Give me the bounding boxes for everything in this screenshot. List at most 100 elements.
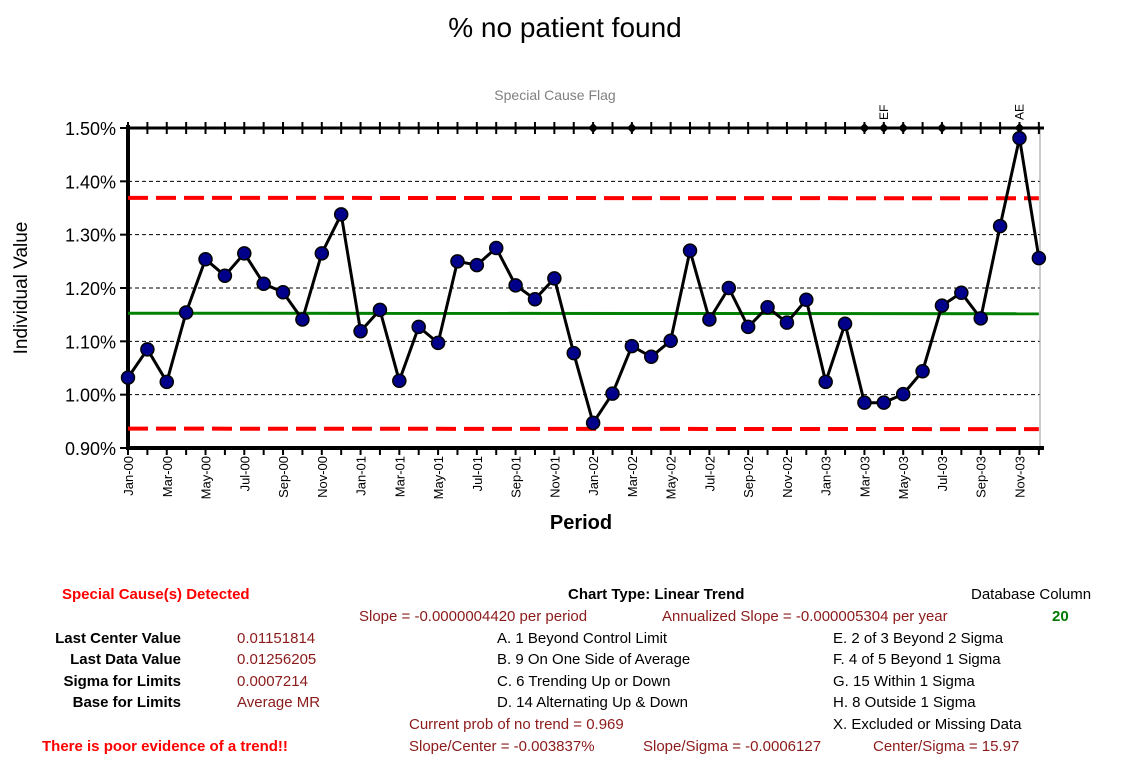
- x-tick-label: Jan-02: [586, 456, 601, 496]
- data-point: [488, 240, 504, 256]
- x-tick-label: May-00: [199, 456, 214, 499]
- data-point: [702, 312, 717, 327]
- slope-text: Slope = -0.0000004420 per period: [359, 608, 588, 625]
- data-point: [1012, 130, 1027, 146]
- flag-annotation: AE: [1012, 104, 1026, 120]
- data-point: [895, 386, 911, 402]
- data-point: [876, 395, 892, 410]
- last-data-value: 0.01256205: [237, 651, 317, 668]
- x-tick-label: Mar-00: [160, 456, 175, 497]
- center-sigma: Center/Sigma = 15.97: [873, 738, 1020, 755]
- x-tick-label: Jul-00: [237, 456, 252, 491]
- x-tick-label: May-02: [664, 456, 679, 499]
- data-point: [818, 374, 833, 390]
- data-point: [992, 218, 1008, 234]
- x-tick-label: Jan-00: [121, 456, 136, 496]
- sigma-value: 0.0007214: [237, 673, 308, 690]
- database-column-value: 20: [1052, 608, 1069, 625]
- flag-marker: [936, 123, 947, 133]
- data-point: [760, 299, 775, 315]
- data-point: [740, 319, 756, 335]
- data-point: [237, 246, 252, 261]
- x-tick-label: Mar-02: [625, 456, 640, 497]
- x-tick-label: Nov-03: [1012, 456, 1027, 498]
- data-point: [314, 246, 330, 261]
- y-tick-label: 1.10%: [65, 332, 116, 352]
- data-point: [721, 280, 737, 296]
- data-point: [799, 292, 814, 307]
- sigma-label: Sigma for Limits: [63, 673, 181, 690]
- base-limits-value: Average MR: [237, 694, 321, 711]
- data-point: [333, 207, 349, 222]
- annualized-slope-text: Annualized Slope = -0.000005304 per year: [662, 608, 948, 625]
- rule-h: H. 8 Outside 1 Sigma: [833, 694, 976, 711]
- flag-marker: [626, 123, 637, 133]
- data-point: [644, 349, 659, 365]
- x-tick-label: Sep-02: [741, 456, 756, 498]
- flag-marker: [859, 123, 870, 133]
- rule-g: G. 15 Within 1 Sigma: [833, 673, 975, 690]
- data-point: [1031, 250, 1047, 266]
- chart-type: Chart Type: Linear Trend: [568, 586, 745, 603]
- data-point: [605, 386, 620, 401]
- x-tick-label: Sep-00: [276, 456, 291, 498]
- rule-b: B. 9 On One Side of Average: [497, 651, 691, 668]
- y-tick-label: 1.30%: [65, 226, 116, 246]
- y-tick-label: 0.90%: [65, 439, 116, 459]
- flag-marker: [588, 123, 599, 133]
- flag-annotation: EF: [877, 105, 891, 120]
- data-point: [430, 335, 446, 351]
- rule-c: C. 6 Trending Up or Down: [497, 673, 671, 690]
- flag-marker: [898, 123, 909, 133]
- data-point: [508, 278, 523, 293]
- last-center-value: 0.01151814: [237, 630, 316, 647]
- data-point: [857, 395, 872, 410]
- data-point: [450, 254, 465, 269]
- data-point: [140, 342, 155, 357]
- x-tick-label: May-01: [431, 456, 446, 499]
- data-point: [624, 338, 640, 354]
- data-point: [178, 305, 194, 320]
- last-data-label: Last Data Value: [70, 651, 181, 668]
- x-tick-label: Nov-00: [315, 456, 330, 498]
- prob-no-trend: Current prob of no trend = 0.969: [409, 716, 624, 733]
- x-tick-label: Sep-01: [509, 456, 524, 498]
- x-tick-label: Mar-03: [857, 456, 872, 497]
- data-point: [915, 363, 930, 379]
- x-axis-title: Period: [550, 512, 612, 534]
- data-point: [934, 298, 950, 313]
- rule-d: D. 14 Alternating Up & Down: [497, 694, 688, 711]
- x-tick-label: Mar-01: [392, 456, 407, 497]
- x-tick-label: Sep-03: [974, 456, 989, 498]
- data-point: [585, 415, 601, 431]
- data-point: [353, 323, 368, 339]
- special-cause-heading: Special Cause(s) Detected: [62, 586, 250, 603]
- data-point: [372, 302, 388, 318]
- data-point: [527, 291, 543, 307]
- data-point: [198, 251, 213, 267]
- x-tick-label: Jan-03: [819, 456, 834, 496]
- y-tick-label: 1.40%: [65, 172, 116, 192]
- x-tick-label: Nov-02: [780, 456, 795, 498]
- control-chart: Special Cause Flag 0.90% 1.00% 1.10% 1.20% 1.…: [11, 87, 1047, 534]
- data-point: [954, 285, 969, 301]
- data-point: [295, 312, 310, 327]
- data-point: [682, 243, 698, 258]
- data-point: [469, 257, 485, 273]
- base-limits-label: Base for Limits: [72, 694, 181, 711]
- data-point: [837, 316, 853, 331]
- data-point: [217, 268, 233, 283]
- x-tick-label: Nov-01: [547, 456, 562, 498]
- flag-marker: [1014, 123, 1025, 133]
- rule-a: A. 1 Beyond Control Limit: [497, 630, 668, 647]
- x-tick-label: Jul-01: [470, 456, 485, 491]
- flag-marker: [878, 123, 889, 133]
- data-point: [566, 345, 581, 361]
- y-axis-title: Individual Value: [11, 222, 32, 355]
- database-column-label: Database Column: [971, 586, 1092, 603]
- data-point: [547, 271, 562, 286]
- x-tick-label: May-03: [896, 456, 911, 499]
- data-point: [411, 319, 426, 335]
- y-tick-label: 1.20%: [65, 279, 116, 299]
- data-point: [663, 333, 678, 349]
